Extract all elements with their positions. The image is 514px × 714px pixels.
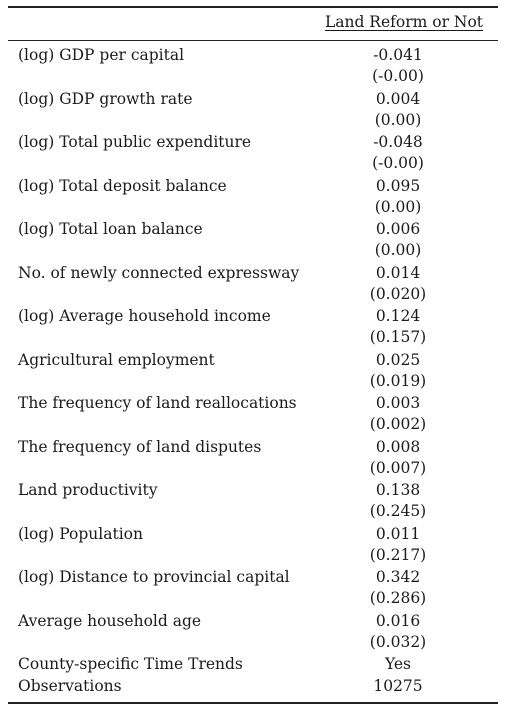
table-row: No. of newly connected expressway 0.014 … [8,264,498,308]
table-row: (log) Total public expenditure -0.048 (-… [8,133,498,177]
row-label: Land productivity [18,481,158,499]
row-label: (log) GDP per capital [18,46,185,64]
row-label: Average household age [18,611,202,630]
table-row: (log) GDP per capital -0.041 (-0.00) [8,46,498,90]
standard-error-value: (-0.00) [372,154,424,172]
table-row: (log) Total loan balance 0.006 (0.00) [8,220,498,264]
row-label: (log) Average household income [18,307,271,325]
coefficient-value: 0.011 [375,524,421,543]
row-label: (log) Total deposit balance [18,176,227,195]
coefficient-value: 0.025 [375,350,421,369]
footer-value: 10275 [373,677,423,695]
coefficient-value: 0.003 [375,394,421,412]
table-row: (log) Average household income 0.124 (0.… [8,307,498,351]
table-row: The frequency of land reallocations 0.00… [8,394,498,438]
row-label: The frequency of land disputes [18,437,262,456]
standard-error-value: (0.157) [369,328,427,346]
column-header: Land Reform or Not [324,13,484,31]
row-label: (log) Total loan balance [18,220,203,238]
table-row: (log) Total deposit balance 0.095 (0.00) [8,177,498,221]
coefficient-value: 0.016 [375,611,421,630]
row-label: (log) Distance to provincial capital [18,568,290,586]
row-label: (log) Population [18,524,143,543]
row-label: (log) GDP growth rate [18,89,193,108]
coefficient-value: 0.004 [375,89,421,108]
footer-row-time-trends: County-specific Time Trends Yes [8,655,498,677]
table-row: The frequency of land disputes 0.008 (0.… [8,438,498,482]
standard-error-value: (0.00) [374,241,422,259]
standard-error-value: (0.007) [369,458,427,477]
row-label: No. of newly connected expressway [18,263,300,282]
standard-error-value: (0.245) [369,502,427,520]
regression-table: Land Reform or Not (log) GDP per capital… [8,0,498,710]
table-row: (log) Distance to provincial capital 0.3… [8,568,498,612]
table-row: Agricultural employment 0.025 (0.019) [8,351,498,395]
footer-label: Observations [18,677,122,695]
coefficient-value: 0.008 [375,437,421,456]
row-label: The frequency of land reallocations [18,394,297,412]
table-row: Average household age 0.016 (0.032) [8,612,498,656]
standard-error-value: (0.217) [369,545,427,564]
table-top-rule [8,6,498,8]
coefficient-value: 0.095 [375,176,421,195]
coefficient-value: -0.041 [373,46,423,64]
standard-error-value: (0.002) [369,415,427,433]
standard-error-value: (0.019) [369,371,427,390]
coefficient-value: 0.124 [375,307,421,325]
footer-label: County-specific Time Trends [18,655,243,673]
header-rule [8,40,498,41]
table-row: (log) GDP growth rate 0.004 (0.00) [8,90,498,134]
coefficient-value: -0.048 [373,133,423,151]
coefficient-value: 0.342 [375,568,421,586]
coefficient-value: 0.138 [375,481,421,499]
row-label: Agricultural employment [18,350,215,369]
standard-error-value: (0.032) [369,632,427,651]
table-row: (log) Population 0.011 (0.217) [8,525,498,569]
standard-error-value: (0.00) [374,197,422,216]
standard-error-value: (-0.00) [372,67,424,85]
table-row: Land productivity 0.138 (0.245) [8,481,498,525]
footer-row-observations: Observations 10275 [8,677,498,699]
coefficient-value: 0.014 [375,263,421,282]
standard-error-value: (0.020) [369,284,427,303]
row-label: (log) Total public expenditure [18,133,252,151]
footer-value: Yes [384,655,411,673]
table-bottom-rule [8,702,498,704]
standard-error-value: (0.00) [374,110,422,129]
coefficient-value: 0.006 [375,220,421,238]
standard-error-value: (0.286) [369,589,427,607]
